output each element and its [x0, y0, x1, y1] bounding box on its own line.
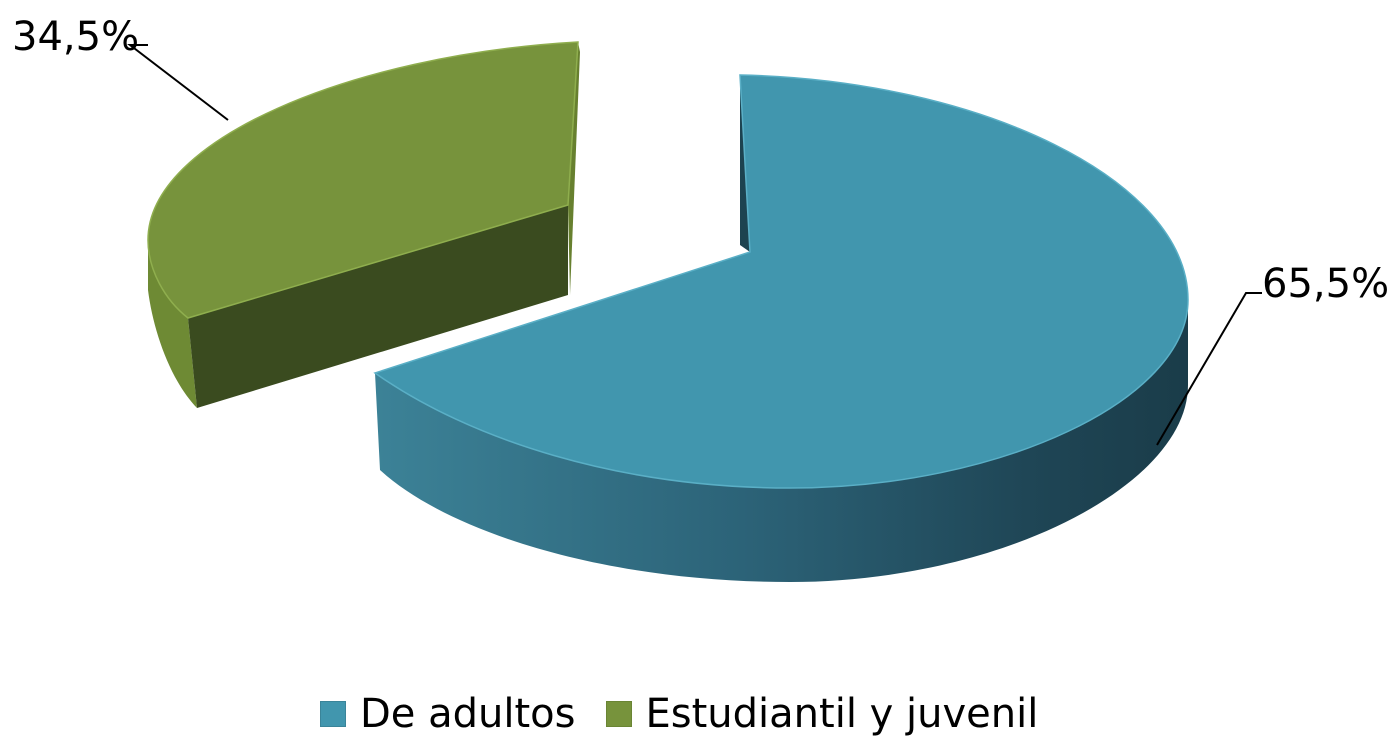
data-label-estudiantil-juvenil: 34,5%	[12, 14, 139, 60]
legend-label-estudiantil-juvenil: Estudiantil y juvenil	[645, 691, 1039, 737]
slice-estudiantil-juvenil-back-edge	[568, 42, 580, 295]
slice-estudiantil-juvenil	[147, 41, 580, 408]
slice-estudiantil-juvenil-outer-side	[148, 240, 197, 408]
pie-chart: 34,5% 65,5%	[12, 14, 1387, 582]
legend-swatch-estudiantil-juvenil	[605, 701, 632, 727]
slice-de-adultos-side	[375, 300, 1188, 582]
slice-estudiantil-juvenil-top	[147, 41, 579, 319]
leader-line-estudiantil-juvenil	[127, 44, 229, 121]
legend-swatch-de-adultos	[320, 701, 346, 727]
slice-estudiantil-juvenil-cut-face	[188, 205, 568, 408]
legend-label-de-adultos: De adultos	[360, 691, 576, 737]
slice-de-adultos-top	[373, 74, 1189, 489]
data-label-de-adultos: 65,5%	[1262, 261, 1387, 307]
legend-item-de-adultos: De adultos	[320, 691, 576, 737]
chart-legend: De adultos Estudiantil y juvenil	[320, 686, 1068, 742]
legend-item-estudiantil-juvenil: Estudiantil y juvenil	[605, 691, 1039, 737]
leader-line-de-adultos	[1156, 292, 1262, 446]
slice-de-adultos	[373, 74, 1189, 582]
